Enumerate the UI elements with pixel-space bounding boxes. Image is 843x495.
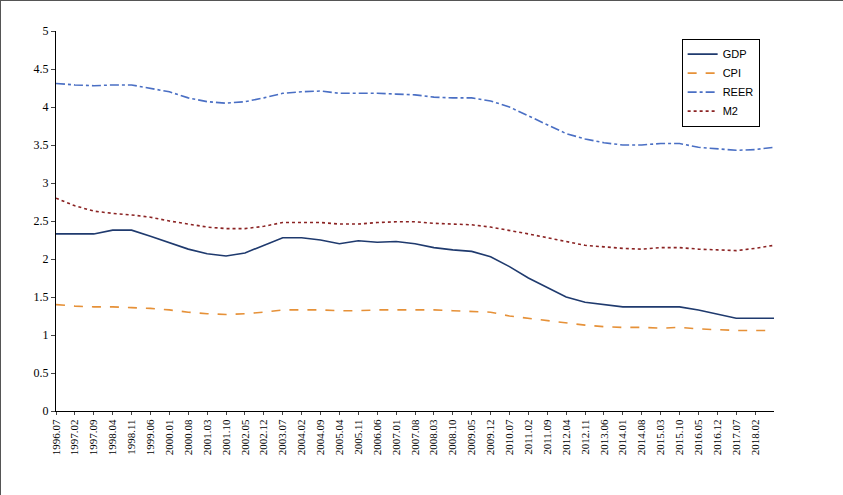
svg-text:REER: REER (723, 86, 754, 98)
svg-text:2007.01: 2007.01 (390, 419, 402, 455)
svg-text:2015.10: 2015.10 (673, 419, 685, 455)
svg-text:2.5: 2.5 (34, 214, 49, 228)
svg-text:2004.02: 2004.02 (295, 419, 307, 455)
svg-text:3: 3 (43, 176, 49, 190)
svg-text:2001.10: 2001.10 (220, 419, 232, 455)
svg-text:2009.12: 2009.12 (484, 419, 496, 455)
svg-text:0.5: 0.5 (34, 366, 49, 380)
svg-text:2011.09: 2011.09 (541, 419, 553, 455)
svg-text:2001.03: 2001.03 (201, 419, 213, 455)
svg-text:GDP: GDP (723, 48, 747, 60)
svg-text:2017.07: 2017.07 (730, 419, 742, 455)
svg-text:1996.07: 1996.07 (50, 419, 62, 455)
svg-text:1.5: 1.5 (34, 290, 49, 304)
svg-text:2018.02: 2018.02 (749, 419, 761, 455)
svg-text:2004.09: 2004.09 (314, 419, 326, 455)
svg-text:2005.04: 2005.04 (333, 419, 345, 455)
svg-text:2: 2 (43, 252, 49, 266)
svg-text:2000.01: 2000.01 (163, 419, 175, 455)
svg-text:1999.06: 1999.06 (144, 419, 156, 455)
svg-text:4.5: 4.5 (34, 62, 49, 76)
svg-text:1997.09: 1997.09 (87, 419, 99, 455)
svg-text:3.5: 3.5 (34, 138, 49, 152)
svg-text:1: 1 (43, 328, 49, 342)
svg-text:2000.08: 2000.08 (182, 419, 194, 455)
svg-text:2005.11: 2005.11 (352, 419, 364, 454)
svg-text:1997.02: 1997.02 (68, 419, 80, 455)
svg-text:2016.05: 2016.05 (692, 419, 704, 455)
svg-text:2014.08: 2014.08 (635, 419, 647, 455)
svg-text:2006.06: 2006.06 (371, 419, 383, 455)
svg-text:2010.07: 2010.07 (503, 419, 515, 455)
svg-text:2008.03: 2008.03 (427, 419, 439, 455)
svg-text:M2: M2 (723, 105, 738, 117)
svg-text:2016.12: 2016.12 (711, 419, 723, 455)
svg-text:2008.10: 2008.10 (446, 419, 458, 455)
svg-text:2013.06: 2013.06 (598, 419, 610, 455)
svg-text:2003.07: 2003.07 (276, 419, 288, 455)
svg-text:2015.03: 2015.03 (654, 419, 666, 455)
svg-text:2012.04: 2012.04 (560, 419, 572, 455)
svg-text:2012.11: 2012.11 (579, 419, 591, 454)
svg-text:2011.02: 2011.02 (522, 419, 534, 454)
svg-text:2009.05: 2009.05 (465, 419, 477, 455)
svg-text:0: 0 (43, 404, 49, 418)
svg-text:2007.08: 2007.08 (409, 419, 421, 455)
svg-text:1998.11: 1998.11 (125, 419, 137, 454)
svg-text:2014.01: 2014.01 (616, 419, 628, 455)
svg-text:2002.12: 2002.12 (257, 419, 269, 455)
svg-text:5: 5 (43, 24, 49, 38)
svg-text:1998.04: 1998.04 (106, 419, 118, 455)
svg-text:CPI: CPI (723, 67, 741, 79)
svg-text:2002.05: 2002.05 (239, 419, 251, 455)
svg-text:4: 4 (43, 100, 49, 114)
